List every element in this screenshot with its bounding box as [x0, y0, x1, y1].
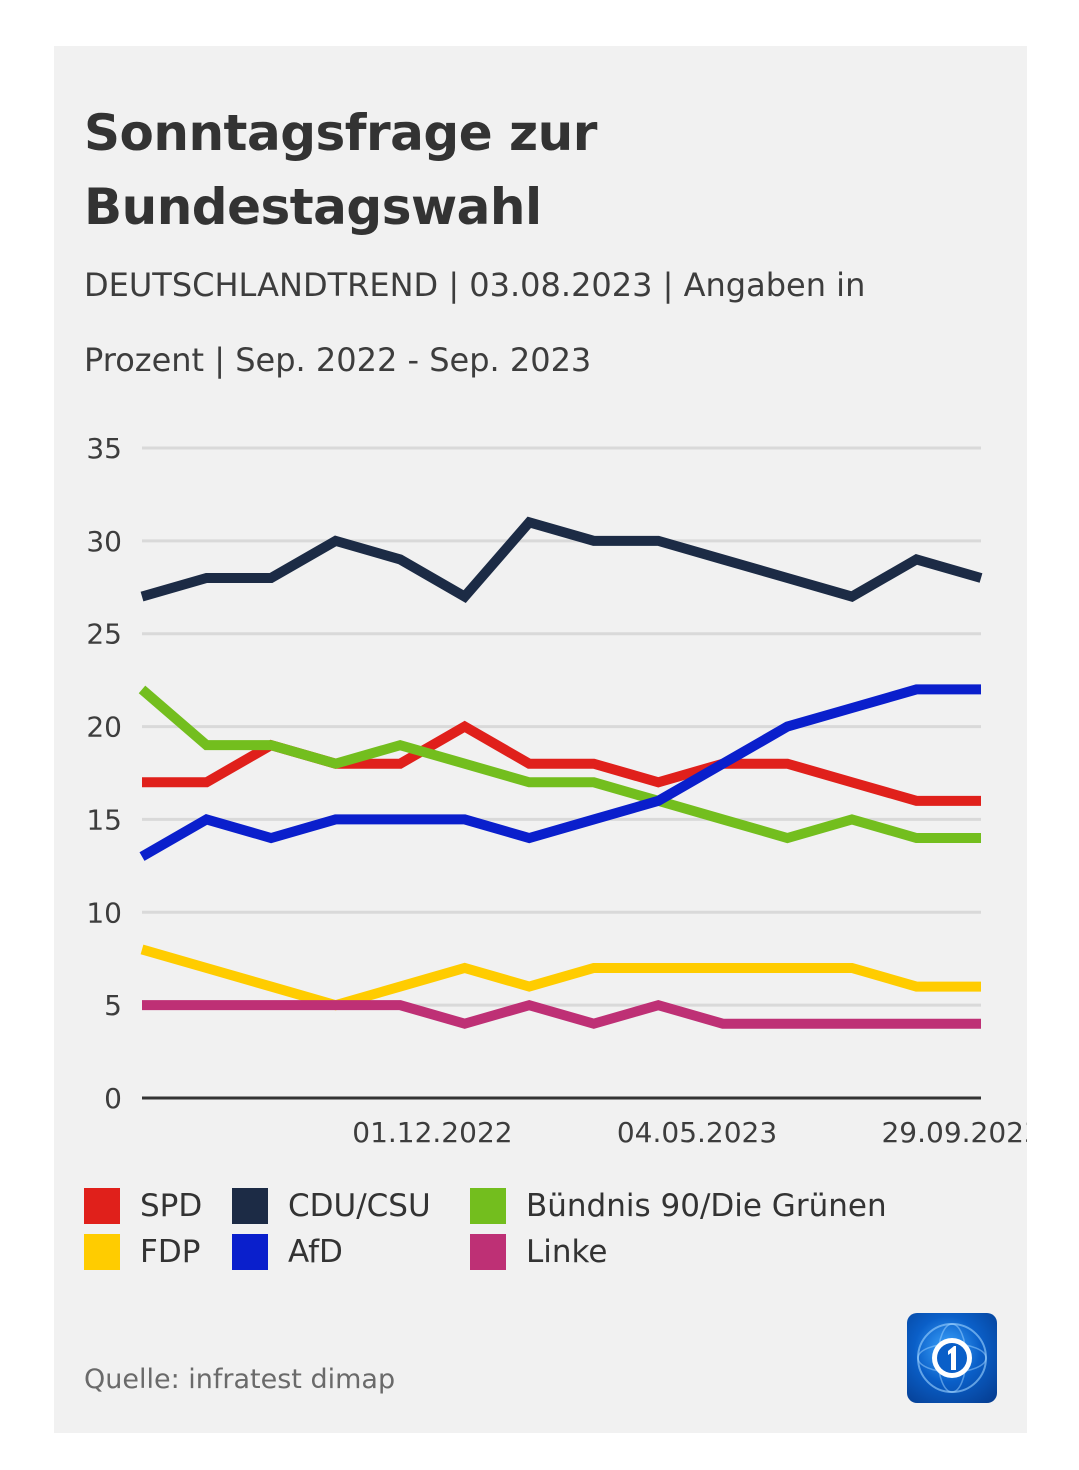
y-tick-label: 20 [86, 711, 122, 744]
legend-swatch [232, 1188, 268, 1224]
y-tick-label: 25 [86, 618, 122, 651]
x-tick-label: 01.12.2022 [352, 1116, 512, 1149]
legend-label: AfD [288, 1234, 343, 1270]
legend-label: FDP [140, 1234, 201, 1270]
y-tick-label: 15 [86, 803, 122, 836]
y-tick-label: 5 [104, 989, 122, 1022]
series-line-linke [142, 999, 981, 1029]
legend-swatch [470, 1188, 506, 1224]
x-axis-ticks: 01.12.2022 04.05.2023 29.09.2023 [352, 1116, 1027, 1149]
chart-title: Sonntagsfrage zur Bundestagswahl [84, 104, 597, 236]
legend-swatch [232, 1234, 268, 1270]
chart-subtitle: DEUTSCHLANDTREND | 03.08.2023 | Angaben … [84, 266, 866, 379]
y-tick-label: 10 [86, 896, 122, 929]
ard-tagesschau-logo-icon [907, 1313, 997, 1403]
y-tick-label: 30 [86, 525, 122, 558]
line-chart: 0 5 10 15 20 25 30 35 01.12.2022 04.05.2023 29.09… [86, 432, 1027, 1149]
chart-card: Sonntagsfrage zur Bundestagswahl DEUTSCH… [54, 46, 1027, 1433]
x-tick-label: 04.05.2023 [617, 1116, 777, 1149]
series-line-fdp [140, 944, 981, 1011]
legend-swatch [84, 1188, 120, 1224]
y-axis-ticks: 0 5 10 15 20 25 30 35 [86, 432, 122, 1115]
series-line-cdu-csu [140, 516, 983, 603]
legend-item: Linke [470, 1232, 607, 1272]
legend-item: Bündnis 90/Die Grünen [470, 1186, 887, 1226]
legend-label: Linke [526, 1234, 608, 1270]
legend-item: CDU/CSU [232, 1186, 431, 1226]
series-line-afd [139, 684, 981, 861]
legend-item: FDP [84, 1232, 200, 1272]
series-line-spd [142, 720, 981, 806]
legend-item: SPD [84, 1186, 202, 1226]
y-tick-label: 0 [104, 1082, 122, 1115]
series-lines [138, 516, 983, 1029]
legend-swatch [470, 1234, 506, 1270]
legend-swatch [84, 1234, 120, 1270]
series-line-b-ndnis-90-die-gr-nen [138, 685, 981, 844]
legend-label: SPD [140, 1188, 203, 1224]
legend-label: CDU/CSU [288, 1188, 431, 1224]
x-tick-label: 29.09.2023 [881, 1116, 1027, 1149]
y-tick-label: 35 [86, 432, 122, 465]
source-note: Quelle: infratest dimap [84, 1364, 396, 1395]
legend-item: AfD [232, 1232, 343, 1272]
legend-label: Bündnis 90/Die Grünen [526, 1188, 887, 1224]
